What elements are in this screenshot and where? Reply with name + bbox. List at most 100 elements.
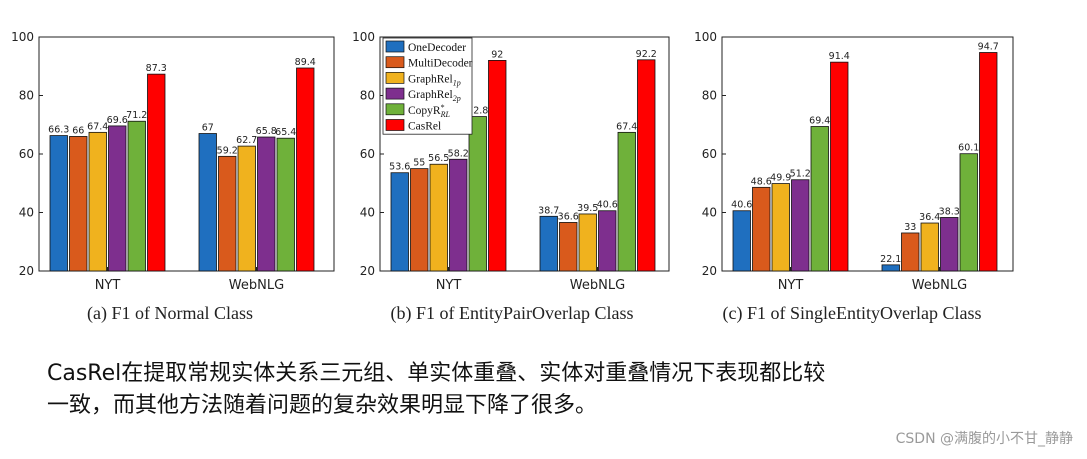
- y-tick-label: 80: [702, 89, 717, 103]
- y-tick-label: 80: [360, 89, 375, 103]
- bar-value-label: 94.7: [978, 42, 999, 53]
- bar-value-label: 92.2: [636, 49, 657, 60]
- legend-swatch: [385, 56, 405, 69]
- bar-value-label: 40.6: [597, 200, 618, 211]
- bar-copyrrl-webnlg: [617, 131, 636, 272]
- legend-box: [382, 37, 473, 135]
- bar-casrel-webnlg: [296, 67, 315, 272]
- bar-value-label: 49.9: [770, 173, 791, 184]
- bar-onedecoder-webnlg: [198, 133, 217, 272]
- bar-copyrrl-nyt: [127, 120, 146, 272]
- bar-casrel-webnlg: [637, 59, 656, 272]
- chart-panel-1: 20 40 60 80 100 66.3 66 67.469.671.2 87.3 NYT 6759…: [11, 30, 335, 324]
- y-tick-label: 60: [702, 147, 717, 161]
- bar-multidecoder-nyt: [752, 186, 771, 272]
- bar-multidecoder-nyt: [69, 136, 88, 272]
- chart-caption: (b) F1 of EntityPairOverlap Class: [391, 303, 634, 324]
- bar-value-label: 87.3: [146, 63, 167, 74]
- bar-casrel-nyt: [147, 73, 166, 272]
- bar-multidecoder-webnlg: [218, 155, 237, 272]
- y-tick-label: 100: [352, 30, 375, 44]
- legend-swatch: [385, 119, 405, 131]
- bar-value-label: 89.4: [295, 57, 316, 68]
- y-tick-label: 20: [702, 264, 717, 278]
- bar-value-label: 60.1: [958, 143, 979, 154]
- y-tick-label: 20: [360, 264, 375, 278]
- bar-value-label: 36.4: [919, 212, 940, 223]
- y-tick-label: 40: [702, 206, 717, 220]
- bar-value-label: 55: [413, 158, 425, 169]
- x-tick-label: NYT: [95, 278, 121, 293]
- chart-panel-2: 20 40 60 80 100 53.6 55 56.558.2 72.8 92 NYT 38.736…: [352, 30, 670, 324]
- bar-graphrel1p-webnlg: [237, 145, 256, 272]
- bar-onedecoder-webnlg: [539, 215, 558, 272]
- bar-onedecoder-webnlg: [881, 264, 900, 272]
- bar-multidecoder-webnlg: [901, 232, 920, 272]
- bar-value-label: 67.4: [87, 121, 108, 132]
- y-tick-label: 40: [19, 206, 34, 220]
- bar-value-label: 36.6: [558, 211, 579, 222]
- bar-value-label: 38.3: [939, 206, 960, 217]
- bar-onedecoder-nyt: [390, 172, 409, 272]
- bar-value-label: 69.4: [809, 116, 830, 127]
- csdn-watermark: CSDN @满腹的小不甘_静静: [895, 431, 1073, 447]
- bar-copyrrl-webnlg: [959, 153, 978, 272]
- bar-value-label: 65.4: [275, 127, 296, 138]
- bar-value-label: 56.5: [428, 153, 449, 164]
- bar-onedecoder-nyt: [732, 210, 751, 272]
- y-tick-label: 100: [694, 30, 717, 44]
- bar-value-label: 72.8: [467, 106, 488, 117]
- legend-label: GraphRel1p: [408, 73, 461, 87]
- legend-swatch: [385, 40, 405, 53]
- description-line-1: CasRel在提取常规实体关系三元组、单实体重叠、实体对重叠情况下表现都比较: [47, 361, 826, 386]
- y-tick-label: 20: [19, 264, 34, 278]
- bar-graphrel1p-webnlg: [920, 222, 939, 272]
- bar-value-label: 40.6: [731, 200, 752, 211]
- bar-copyrrl-webnlg: [276, 137, 295, 272]
- legend-label: GraphRel2p: [408, 89, 461, 103]
- bar-value-label: 33: [904, 222, 916, 233]
- y-tick-label: 100: [11, 30, 34, 44]
- bar-graphrel1p-nyt: [771, 183, 790, 272]
- bar-value-label: 67: [202, 123, 214, 134]
- bar-multidecoder-nyt: [410, 168, 429, 272]
- y-tick-label: 60: [19, 147, 34, 161]
- chart-legend: OneDecoder MultiDecoder GraphRel1p GraphRel…: [382, 37, 473, 135]
- bar-copyrrl-nyt: [468, 116, 487, 272]
- y-tick-label: 60: [360, 147, 375, 161]
- bar-casrel-webnlg: [979, 52, 998, 272]
- legend-swatch: [385, 87, 405, 100]
- bar-value-label: 66: [72, 125, 84, 136]
- chart-caption: (c) F1 of SingleEntityOverlap Class: [723, 303, 982, 324]
- bar-casrel-nyt: [488, 60, 507, 272]
- bar-onedecoder-nyt: [49, 135, 68, 272]
- bar-graphrel2p-webnlg: [598, 210, 617, 272]
- bar-graphrel1p-nyt: [429, 163, 448, 272]
- bar-value-label: 58.2: [448, 148, 469, 159]
- legend-swatch: [385, 72, 405, 84]
- bar-value-label: 38.7: [538, 205, 559, 216]
- chart-panel-3: 20 40 60 80 100 40.6 48.649.951.2 69.4 91.4 NYT 22…: [694, 30, 1014, 324]
- y-tick-label: 40: [360, 206, 375, 220]
- bar-multidecoder-webnlg: [559, 222, 578, 272]
- legend-label: CopyR* RL: [408, 103, 450, 119]
- bar-casrel-nyt: [830, 61, 849, 272]
- bar-graphrel2p-webnlg: [257, 136, 276, 272]
- bar-value-label: 51.2: [790, 169, 811, 180]
- legend-label: OneDecoder: [408, 42, 466, 54]
- bar-value-label: 66.3: [48, 125, 69, 136]
- bar-value-label: 22.1: [880, 254, 901, 265]
- bar-value-label: 91.4: [829, 51, 850, 62]
- x-tick-label: WebNLG: [912, 278, 967, 293]
- bar-value-label: 67.4: [616, 121, 637, 132]
- x-tick-label: WebNLG: [570, 278, 625, 293]
- y-tick-label: 80: [19, 89, 34, 103]
- bar-value-label: 92: [491, 49, 503, 60]
- bar-value-label: 48.6: [751, 176, 772, 187]
- description-text: CasRel在提取常规实体关系三元组、单实体重叠、实体对重叠情况下表现都比较 一…: [47, 358, 1047, 422]
- bar-value-label: 39.5: [577, 203, 598, 214]
- bar-graphrel2p-nyt: [791, 179, 810, 272]
- bar-copyrrl-nyt: [810, 126, 829, 272]
- bar-value-label: 69.6: [107, 115, 128, 126]
